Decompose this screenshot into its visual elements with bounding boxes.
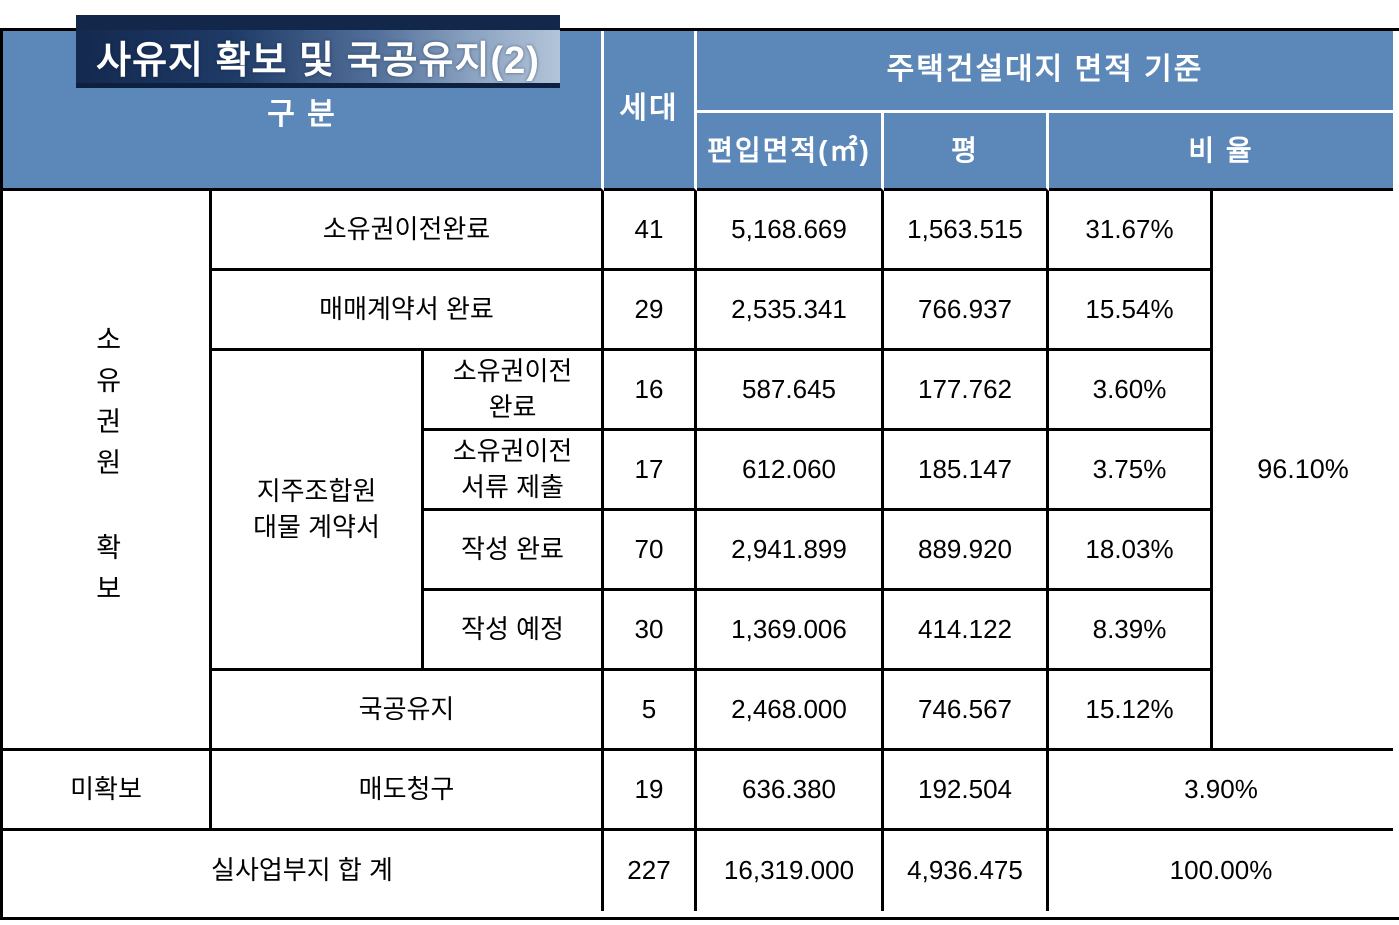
header-households-cell: 세대 (604, 31, 697, 191)
ratio-cell: 3.90% (1049, 751, 1393, 831)
row-label-cell: 매매계약서 완료 (212, 271, 604, 351)
area-cell: 1,369.006 (697, 591, 884, 671)
header-incorporated-area-cell: 편입면적(㎡) (697, 113, 884, 191)
pyeong-cell: 4,936.475 (884, 831, 1049, 911)
area-cell: 2,941.899 (697, 511, 884, 591)
row-label-cell: 매도청구 (212, 751, 604, 831)
header-ratio-cell: 비 율 (1049, 113, 1393, 191)
ratio-cell: 100.00% (1169, 855, 1273, 886)
row-sublabel-cell: 소유권이전 서류 제출 (424, 431, 604, 511)
ratio-cell: 8.39% (1049, 591, 1213, 671)
pyeong-cell: 185.147 (884, 431, 1049, 511)
households-cell: 227 (604, 831, 697, 911)
households-cell: 70 (604, 511, 697, 591)
pyeong-cell: 414.122 (884, 591, 1049, 671)
households-cell: 41 (604, 191, 697, 271)
header-category-label: 구 분 (267, 98, 337, 131)
households-cell: 29 (604, 271, 697, 351)
area-cell: 2,535.341 (697, 271, 884, 351)
slide-title-banner: 사유지 확보 및 국공유지(2) (76, 30, 560, 88)
slide-title-text: 사유지 확보 및 국공유지(2) (96, 40, 540, 82)
row-label-cell: 국공유지 (212, 671, 604, 751)
unsecured-group-label: 미확보 (3, 751, 212, 831)
area-cell: 2,468.000 (697, 671, 884, 751)
area-cell: 587.645 (697, 351, 884, 431)
pyeong-cell: 889.920 (884, 511, 1049, 591)
pyeong-cell: 766.937 (884, 271, 1049, 351)
area-cell: 636.380 (697, 751, 884, 831)
households-cell: 30 (604, 591, 697, 671)
title-accent-bar (76, 15, 560, 30)
header-area-group-cell: 주택건설대지 면적 기준 (697, 31, 1393, 113)
secured-group-ratio-cell: 96.10% (1213, 191, 1393, 751)
ratio-cell: 3.60% (1049, 351, 1213, 431)
ratio-cell: 18.03% (1049, 511, 1213, 591)
jiju-group-label: 지주조합원 대물 계약서 (212, 351, 424, 671)
ratio-cell: 15.54% (1049, 271, 1213, 351)
households-cell: 5 (604, 671, 697, 751)
area-cell: 16,319.000 (697, 831, 884, 911)
ratio-cell: 31.67% (1049, 191, 1213, 271)
pyeong-cell: 1,563.515 (884, 191, 1049, 271)
area-cell: 612.060 (697, 431, 884, 511)
ratio-cell: 15.12% (1049, 671, 1213, 751)
land-acquisition-table: 구 분 세대 주택건설대지 면적 기준 편입면적(㎡) 평 비 율 소유권원 확… (0, 28, 1399, 920)
pyeong-cell: 177.762 (884, 351, 1049, 431)
pyeong-cell: 192.504 (884, 751, 1049, 831)
row-sublabel-cell: 소유권이전 완료 (424, 351, 604, 431)
ratio-cell: 3.75% (1049, 431, 1213, 511)
total-label-cell: 실사업부지 합 계 (3, 831, 604, 911)
households-cell: 19 (604, 751, 697, 831)
households-cell: 16 (604, 351, 697, 431)
row-sublabel-cell: 작성 예정 (424, 591, 604, 671)
area-cell: 5,168.669 (697, 191, 884, 271)
row-sublabel-cell: 작성 완료 (424, 511, 604, 591)
row-label-cell: 소유권이전완료 (212, 191, 604, 271)
pyeong-cell: 746.567 (884, 671, 1049, 751)
header-pyeong-cell: 평 (884, 113, 1049, 191)
secured-group-label: 소유권원 확보 (3, 191, 212, 751)
households-cell: 17 (604, 431, 697, 511)
